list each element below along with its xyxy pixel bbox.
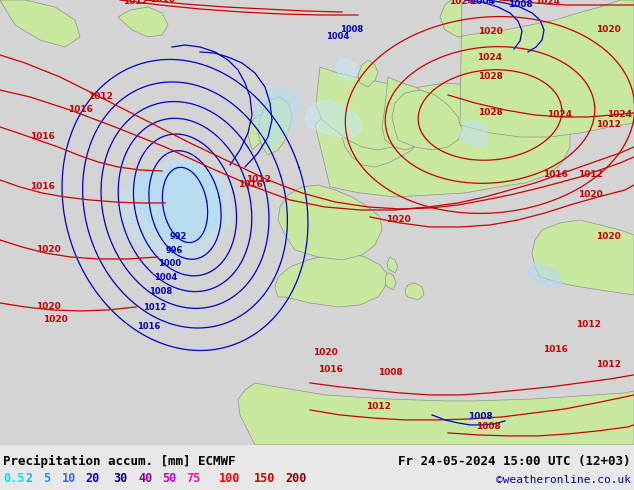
Text: 100: 100 xyxy=(219,471,240,485)
Text: 200: 200 xyxy=(285,471,307,485)
Text: 1024: 1024 xyxy=(536,0,560,6)
Text: 2: 2 xyxy=(25,471,32,485)
Polygon shape xyxy=(135,163,222,245)
Text: 1024: 1024 xyxy=(607,110,633,120)
Text: 992: 992 xyxy=(170,232,187,241)
Text: 1008: 1008 xyxy=(378,368,403,377)
Text: 1016: 1016 xyxy=(318,366,342,374)
Text: 40: 40 xyxy=(138,471,152,485)
Text: 1028: 1028 xyxy=(477,72,502,81)
Polygon shape xyxy=(238,383,634,445)
Polygon shape xyxy=(305,100,362,137)
Text: 1012: 1012 xyxy=(245,175,271,184)
Polygon shape xyxy=(275,253,388,307)
Text: Precipitation accum. [mm] ECMWF: Precipitation accum. [mm] ECMWF xyxy=(3,455,236,468)
Text: 1004: 1004 xyxy=(470,0,495,6)
Text: 10: 10 xyxy=(62,471,76,485)
Text: 996: 996 xyxy=(166,245,183,255)
Polygon shape xyxy=(385,273,396,290)
Polygon shape xyxy=(382,77,435,150)
Text: 1020: 1020 xyxy=(578,191,602,199)
Text: 1012: 1012 xyxy=(122,0,148,6)
Text: 1016: 1016 xyxy=(68,105,93,115)
Polygon shape xyxy=(316,67,418,150)
Text: 1020: 1020 xyxy=(595,25,621,34)
Polygon shape xyxy=(532,220,634,295)
Text: Fr 24-05-2024 15:00 UTC (12+03): Fr 24-05-2024 15:00 UTC (12+03) xyxy=(398,455,631,468)
Text: 1012: 1012 xyxy=(143,303,167,312)
Text: 1020: 1020 xyxy=(42,316,67,324)
Text: 1012: 1012 xyxy=(578,171,602,179)
Text: 1012: 1012 xyxy=(595,361,621,369)
Polygon shape xyxy=(392,90,462,150)
Text: 1024: 1024 xyxy=(477,53,503,62)
Text: ©weatheronline.co.uk: ©weatheronline.co.uk xyxy=(496,475,631,485)
Text: 1012: 1012 xyxy=(87,93,112,101)
Text: 1004: 1004 xyxy=(327,32,349,42)
Polygon shape xyxy=(248,115,272,150)
Text: 50: 50 xyxy=(162,471,176,485)
Text: 1016: 1016 xyxy=(138,322,160,331)
Text: 1012: 1012 xyxy=(366,402,391,412)
Polygon shape xyxy=(458,120,488,147)
Text: 1016: 1016 xyxy=(30,182,55,192)
Polygon shape xyxy=(0,0,80,47)
Polygon shape xyxy=(440,0,634,137)
Text: 1016: 1016 xyxy=(543,171,567,179)
Polygon shape xyxy=(336,57,358,80)
Text: 1004: 1004 xyxy=(154,272,177,282)
Polygon shape xyxy=(120,160,232,261)
Text: 150: 150 xyxy=(254,471,275,485)
Text: 1012: 1012 xyxy=(576,320,600,329)
Text: 5: 5 xyxy=(43,471,50,485)
Text: 1020: 1020 xyxy=(313,348,337,357)
Text: 1008: 1008 xyxy=(468,413,493,421)
Polygon shape xyxy=(342,97,418,167)
Polygon shape xyxy=(405,283,424,300)
Text: 1016: 1016 xyxy=(238,180,262,190)
Text: 1020: 1020 xyxy=(36,302,60,312)
Text: 30: 30 xyxy=(113,471,127,485)
Polygon shape xyxy=(358,60,378,87)
Polygon shape xyxy=(528,263,562,290)
Text: 1008: 1008 xyxy=(508,0,533,9)
Text: 1020: 1020 xyxy=(595,232,621,242)
Polygon shape xyxy=(118,7,168,37)
Text: 1012: 1012 xyxy=(595,121,621,129)
Text: 1020: 1020 xyxy=(477,27,502,36)
Text: 1020: 1020 xyxy=(36,245,60,254)
Polygon shape xyxy=(315,83,570,197)
Polygon shape xyxy=(255,87,302,150)
Text: 1016: 1016 xyxy=(30,132,55,142)
Text: 1020: 1020 xyxy=(385,216,410,224)
Text: 1028: 1028 xyxy=(477,108,502,118)
Text: 1000: 1000 xyxy=(158,260,181,269)
Text: 1024: 1024 xyxy=(450,0,474,6)
Polygon shape xyxy=(387,257,398,273)
Polygon shape xyxy=(278,185,382,260)
Polygon shape xyxy=(258,97,292,155)
Text: 1008: 1008 xyxy=(476,422,500,431)
Text: 0.5: 0.5 xyxy=(3,471,25,485)
Text: 20: 20 xyxy=(86,471,100,485)
Text: 75: 75 xyxy=(186,471,200,485)
Text: 1008: 1008 xyxy=(149,287,172,295)
Text: 1016: 1016 xyxy=(150,0,174,4)
Text: 1008: 1008 xyxy=(340,25,363,34)
Text: 1024: 1024 xyxy=(548,110,573,120)
Text: 1016: 1016 xyxy=(543,345,567,354)
